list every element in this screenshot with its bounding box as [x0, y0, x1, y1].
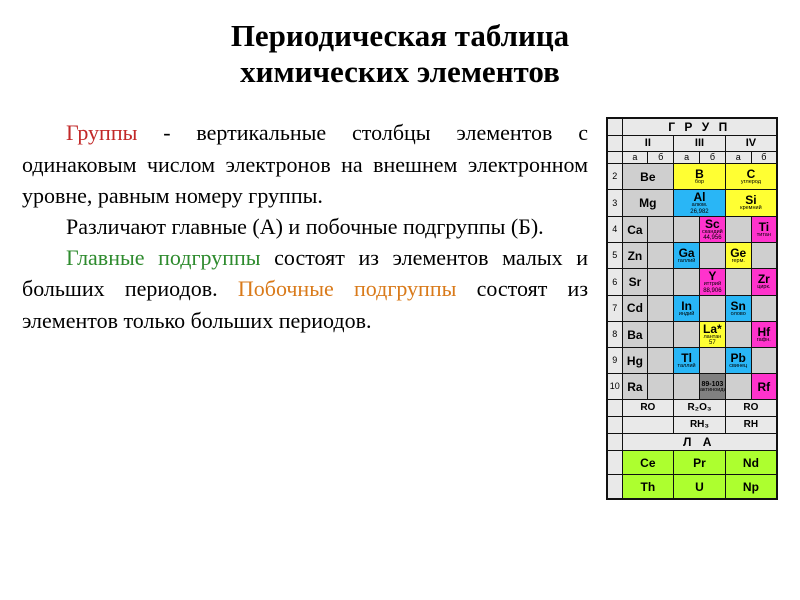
content-area: Группы - вертикальные столбцы элементов … — [22, 117, 778, 500]
periodic-table: Г Р У ПIIIIIIVабабаб2BeBборCуглерод3MgAl… — [606, 117, 778, 500]
title-line-1: Периодическая таблица — [231, 18, 569, 53]
paragraph-1: Группы - вертикальные столбцы элементов … — [22, 117, 588, 211]
paragraph-3: Главные подгруппы состоят из элементов м… — [22, 242, 588, 336]
page-title: Периодическая таблица химических элемент… — [22, 18, 778, 89]
paragraph-2: Различают главные (А) и побочные подгруп… — [22, 211, 588, 242]
term-groups: Группы — [66, 120, 137, 145]
text-column: Группы - вертикальные столбцы элементов … — [22, 117, 588, 500]
term-main-subgroups: Главные подгруппы — [66, 245, 261, 270]
title-line-2: химических элементов — [240, 54, 560, 89]
periodic-table-fragment: Г Р У ПIIIIIIVабабаб2BeBборCуглерод3MgAl… — [606, 117, 778, 500]
term-side-subgroups: Побочные подгруппы — [238, 276, 457, 301]
